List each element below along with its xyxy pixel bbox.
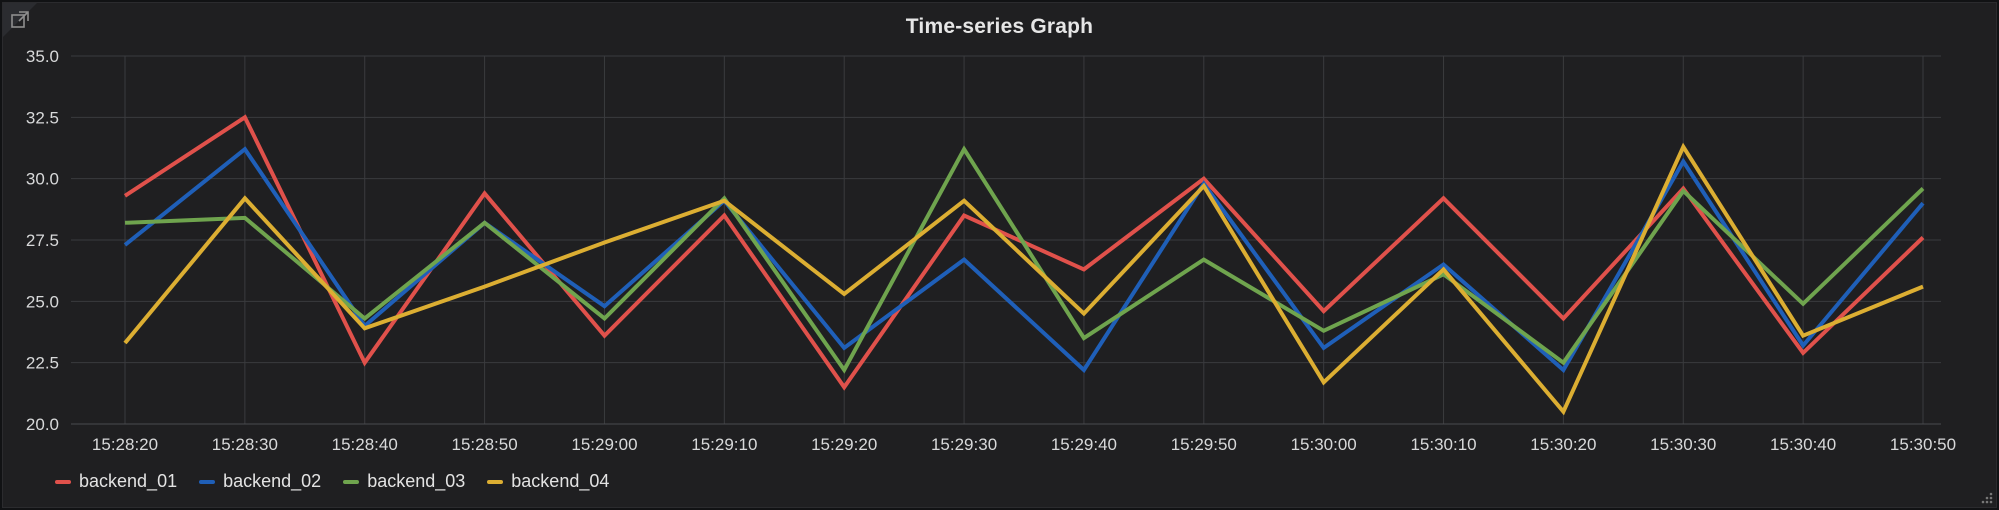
external-link-icon[interactable]	[9, 9, 31, 31]
y-tick-label: 20.0	[26, 415, 59, 434]
x-tick-label: 15:29:30	[931, 435, 997, 454]
legend-label-backend-04: backend_04	[511, 471, 610, 491]
y-tick-label: 30.0	[26, 170, 59, 189]
x-tick-label: 15:30:20	[1530, 435, 1596, 454]
legend-label-backend-03: backend_03	[367, 471, 466, 491]
y-tick-label: 25.0	[26, 292, 59, 311]
x-tick-label: 15:29:40	[1051, 435, 1117, 454]
y-tick-label: 35.0	[26, 47, 59, 66]
x-tick-label: 15:30:50	[1890, 435, 1956, 454]
x-tick-label: 15:29:50	[1171, 435, 1237, 454]
legend-item-backend-02[interactable]: backend_02	[199, 471, 321, 492]
series-line-backend-04	[123, 142, 1924, 416]
x-tick-label: 15:28:20	[92, 435, 158, 454]
x-tick-label: 15:29:00	[571, 435, 637, 454]
x-tick-label: 15:30:30	[1650, 435, 1716, 454]
x-tick-label: 15:29:20	[811, 435, 877, 454]
legend-item-backend-04[interactable]: backend_04	[487, 471, 609, 492]
y-tick-label: 32.5	[26, 108, 59, 127]
x-tick-label: 15:28:40	[332, 435, 398, 454]
x-tick-label: 15:30:10	[1410, 435, 1476, 454]
legend-label-backend-01: backend_01	[79, 471, 178, 491]
y-tick-label: 22.5	[26, 354, 59, 373]
x-tick-label: 15:29:10	[691, 435, 757, 454]
legend-item-backend-01[interactable]: backend_01	[55, 471, 177, 492]
chart-legend: backend_01 backend_02 backend_03 backend…	[55, 471, 609, 492]
line-chart: 20.0 22.5 25.0 27.5 30.0 32.5 35.0 15:28:20 15:2…	[26, 47, 1956, 454]
legend-swatch-backend-01	[55, 479, 71, 484]
x-tick-label: 15:30:40	[1770, 435, 1836, 454]
x-tick-label: 15:30:00	[1291, 435, 1357, 454]
x-tick-label: 15:28:50	[452, 435, 518, 454]
legend-label-backend-02: backend_02	[223, 471, 322, 491]
legend-swatch-backend-03	[343, 479, 360, 484]
series-line-backend-02	[123, 146, 1925, 374]
series-line-backend-01	[123, 114, 1925, 391]
panel-title: Time-series Graph	[905, 15, 1094, 38]
x-tick-label: 15:28:30	[212, 435, 278, 454]
legend-swatch-backend-02	[199, 479, 216, 484]
y-tick-label: 27.5	[26, 231, 59, 250]
legend-item-backend-03[interactable]: backend_03	[343, 471, 465, 492]
resize-handle-icon[interactable]	[1979, 490, 1993, 504]
legend-swatch-backend-04	[487, 479, 504, 484]
